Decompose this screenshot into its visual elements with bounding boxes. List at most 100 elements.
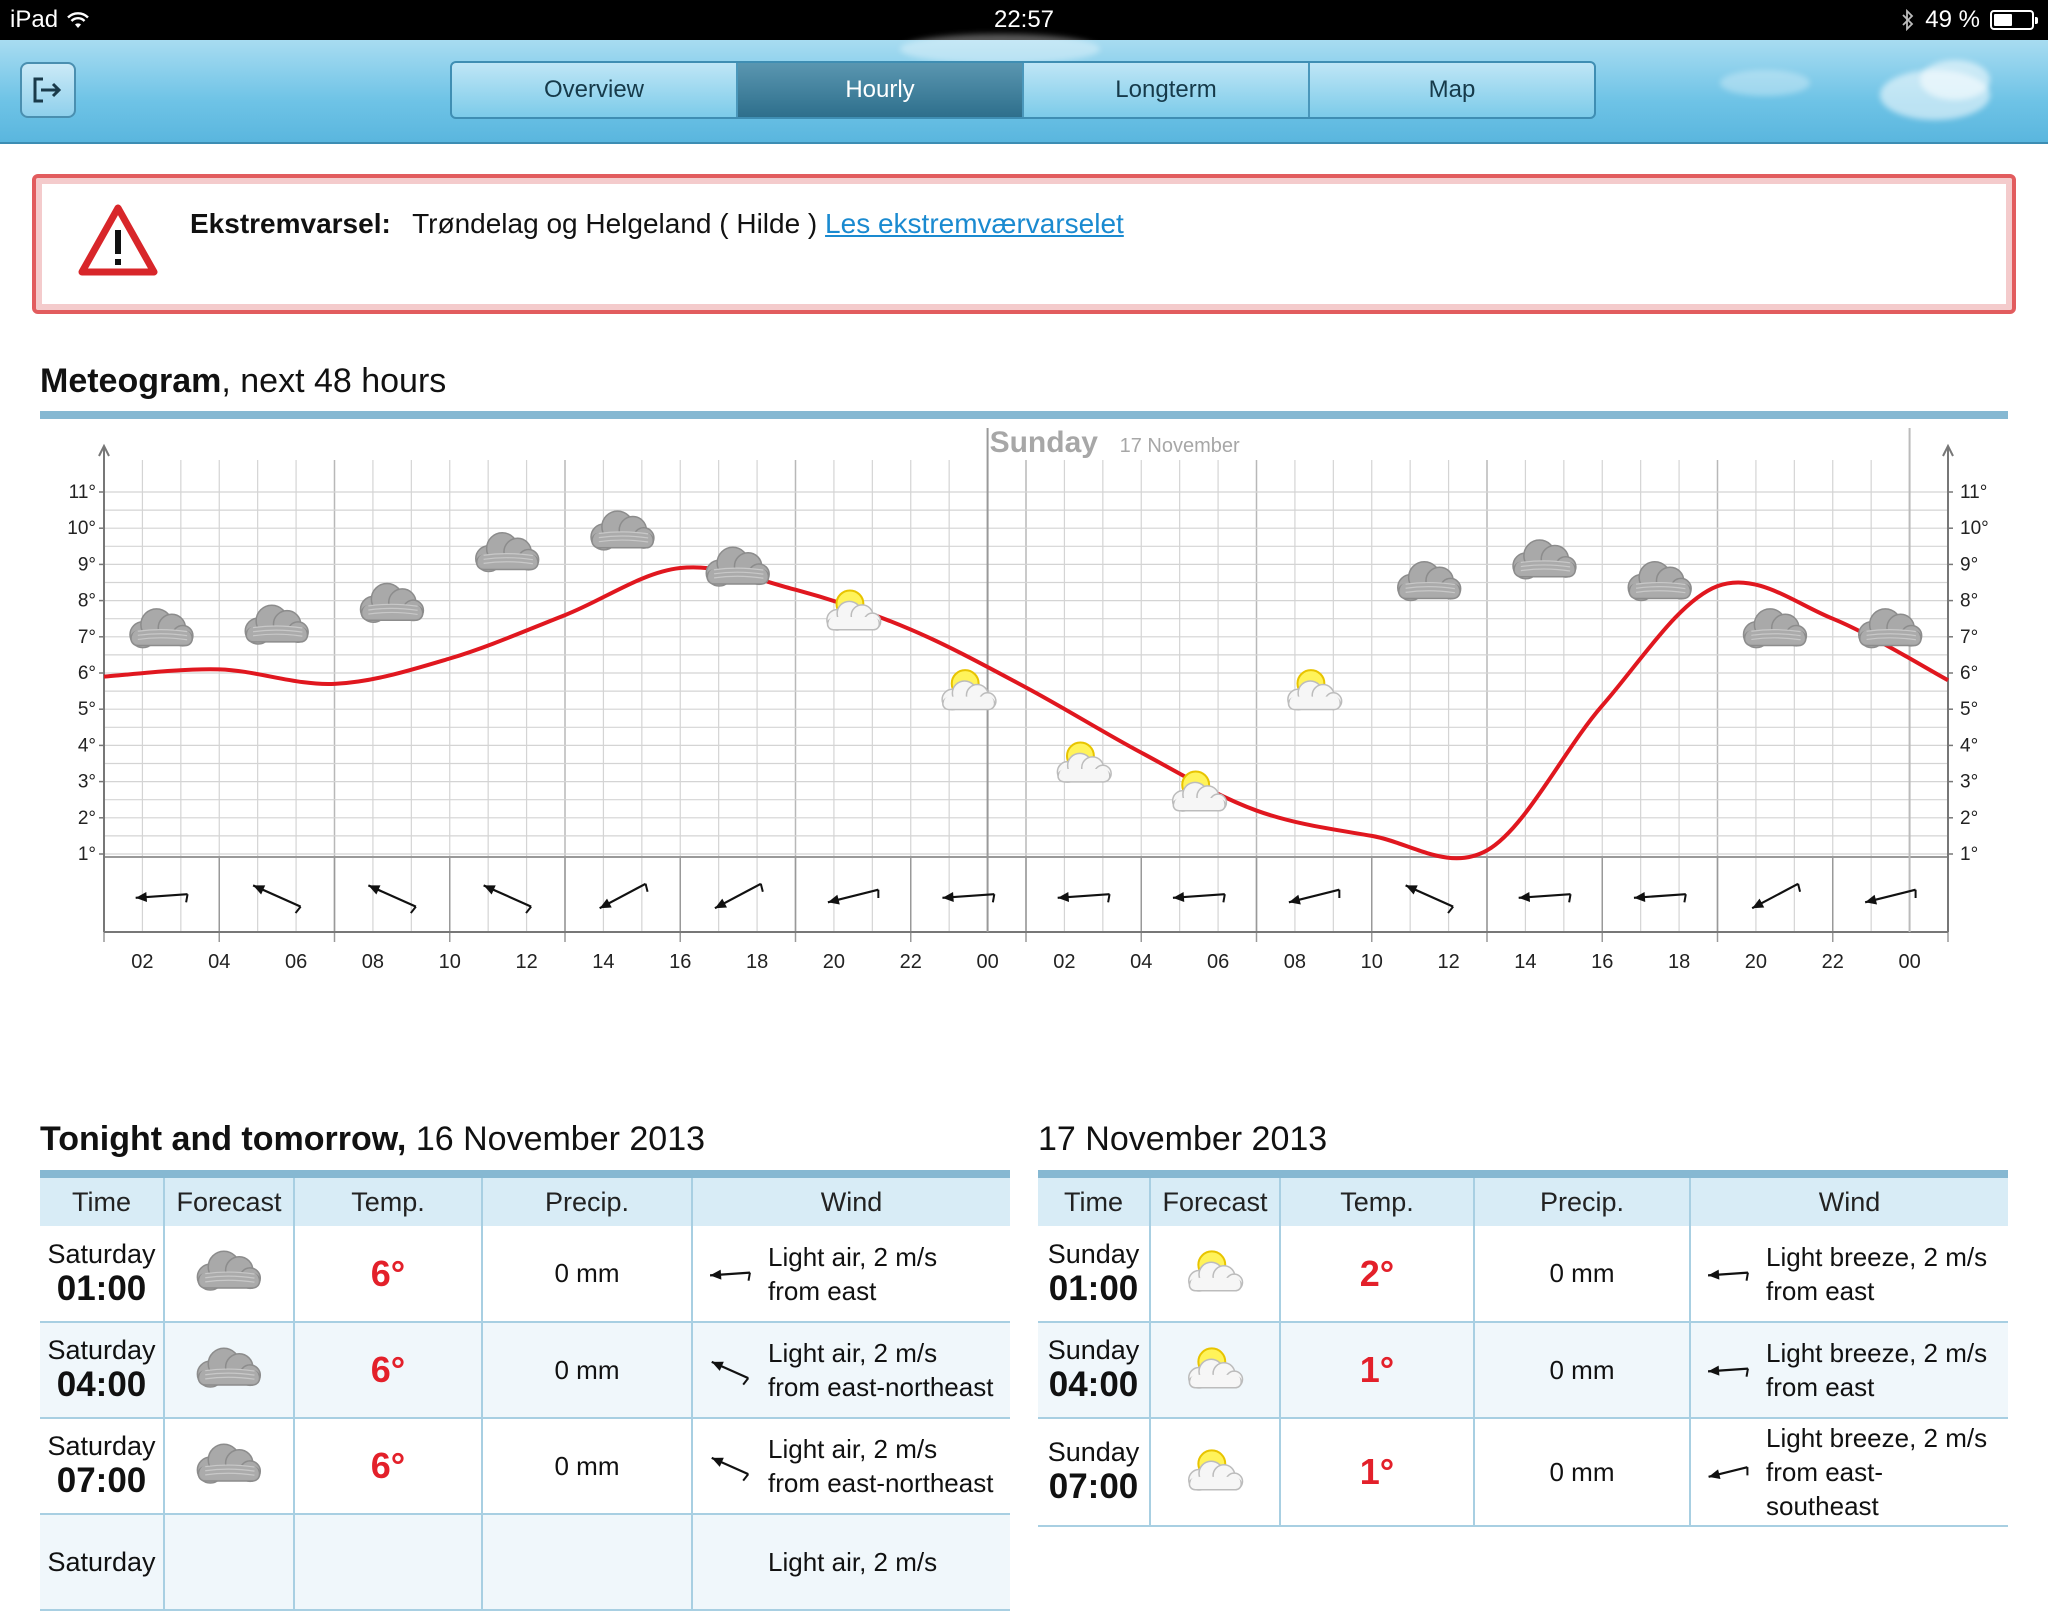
- forecast-cell: [164, 1322, 294, 1418]
- x-tick-label: 06: [1207, 951, 1229, 973]
- x-tick-label: 18: [746, 951, 768, 973]
- temperature: 1°: [1360, 1349, 1394, 1390]
- battery-percent: 49 %: [1925, 6, 1980, 34]
- y-tick-label-left: 6°: [78, 663, 96, 684]
- day-name: Saturday: [41, 1431, 162, 1461]
- wind-arrow-icon: [1058, 892, 1110, 902]
- precip-cell: 0 mm: [1474, 1418, 1690, 1526]
- x-tick-label: 14: [1514, 951, 1536, 973]
- wind-speed: Light breeze, 2 m/s: [1766, 1338, 1987, 1368]
- wind-direction-cont: southeast: [1766, 1491, 1879, 1521]
- x-tick-label: 00: [976, 951, 998, 973]
- x-tick-label: 12: [1437, 951, 1459, 973]
- wind-arrow-icon: [710, 1269, 750, 1280]
- x-tick-label: 14: [592, 951, 614, 973]
- x-tick-label: 18: [1668, 951, 1690, 973]
- right-table-title-text: 17 November 2013: [1038, 1120, 1327, 1158]
- day-name: Sunday: [1039, 1335, 1148, 1365]
- precipitation: 0 mm: [555, 1355, 620, 1385]
- partly-sunny-icon: [1189, 1348, 1243, 1388]
- wind-arrow-icon: [1752, 884, 1800, 908]
- tab-label: Longterm: [1115, 76, 1216, 104]
- cloud-icon: [361, 583, 424, 622]
- tab-map[interactable]: Map: [1310, 63, 1594, 117]
- x-tick-label: 04: [208, 951, 230, 973]
- forecast-cell: [1150, 1322, 1280, 1418]
- exit-button[interactable]: [20, 62, 76, 118]
- wind-speed: Light air, 2 m/s: [768, 1547, 937, 1577]
- right-table-title: 17 November 2013: [1038, 1120, 1327, 1159]
- alert-link[interactable]: Les ekstremværvarselet: [825, 208, 1124, 239]
- y-tick-label-left: 7°: [78, 627, 96, 648]
- y-tick-label-left: 3°: [78, 772, 96, 793]
- wind-arrow-icon: [1406, 885, 1454, 913]
- day-name: Saturday: [41, 1239, 162, 1269]
- alert-label: Ekstremvarsel:: [190, 208, 391, 239]
- day-name: Sunday: [1039, 1239, 1148, 1269]
- meteogram-title-bold: Meteogram: [40, 362, 221, 400]
- time-cell: Saturday: [40, 1514, 164, 1610]
- wind-direction: from east-northeast: [768, 1372, 993, 1402]
- temperature: 6°: [371, 1253, 405, 1294]
- y-tick-label-right: 1°: [1960, 844, 1978, 865]
- y-tick-label-right: 10°: [1960, 518, 1989, 539]
- partly-sunny-icon: [1189, 1450, 1243, 1490]
- tab-hourly[interactable]: Hourly: [738, 63, 1024, 117]
- forecast-cell: [1150, 1226, 1280, 1322]
- y-tick-label-right: 5°: [1960, 699, 1978, 720]
- y-tick-label-left: 11°: [69, 482, 96, 503]
- clock: 22:57: [994, 6, 1054, 33]
- partly-sunny-icon: [1189, 1251, 1243, 1291]
- table-header-row: Time Forecast Temp. Precip. Wind: [40, 1178, 1010, 1226]
- temp-cell: [294, 1514, 482, 1610]
- precipitation: 0 mm: [555, 1451, 620, 1481]
- y-tick-label-left: 2°: [78, 808, 96, 829]
- wind-arrow-icon: [484, 885, 532, 913]
- x-tick-label: 16: [1591, 951, 1613, 973]
- x-tick-label: 08: [362, 951, 384, 973]
- forecast-cell: [164, 1514, 294, 1610]
- precipitation: 0 mm: [555, 1258, 620, 1288]
- meteogram-title: Meteogram, next 48 hours: [40, 362, 446, 401]
- y-tick-label-right: 8°: [1960, 591, 1978, 612]
- wind-direction: from east-: [1766, 1457, 1883, 1487]
- x-tick-label: 10: [439, 951, 461, 973]
- y-tick-label-left: 10°: [67, 518, 96, 539]
- temp-cell: 2°: [1280, 1226, 1474, 1322]
- col-precip: Precip.: [1474, 1178, 1690, 1226]
- x-tick-label: 04: [1130, 951, 1152, 973]
- precip-cell: 0 mm: [1474, 1322, 1690, 1418]
- temperature: 2°: [1360, 1253, 1394, 1294]
- alert-message: Trøndelag og Helgeland ( Hilde ): [412, 208, 817, 239]
- y-tick-label-left: 4°: [78, 735, 96, 756]
- hour: 01:00: [41, 1269, 162, 1309]
- cloud-icon: [130, 609, 193, 648]
- tab-longterm[interactable]: Longterm: [1024, 63, 1310, 117]
- y-tick-label-left: 1°: [78, 844, 96, 865]
- tab-overview[interactable]: Overview: [452, 63, 738, 117]
- x-tick-label: 22: [900, 951, 922, 973]
- x-tick-label: 06: [285, 951, 307, 973]
- wind-arrow-icon: [712, 1458, 749, 1481]
- wind-direction: from east: [768, 1276, 876, 1306]
- col-wind: Wind: [1690, 1178, 2008, 1226]
- precip-cell: 0 mm: [1474, 1226, 1690, 1322]
- hour: 07:00: [1039, 1467, 1148, 1507]
- precip-cell: [482, 1514, 692, 1610]
- wind-arrow-icon: [1708, 1366, 1748, 1377]
- temp-cell: 1°: [1280, 1322, 1474, 1418]
- x-tick-label: 02: [131, 951, 153, 973]
- cloud-icon: [1744, 609, 1807, 648]
- temp-cell: 1°: [1280, 1418, 1474, 1526]
- wind-arrow-icon: [942, 892, 994, 902]
